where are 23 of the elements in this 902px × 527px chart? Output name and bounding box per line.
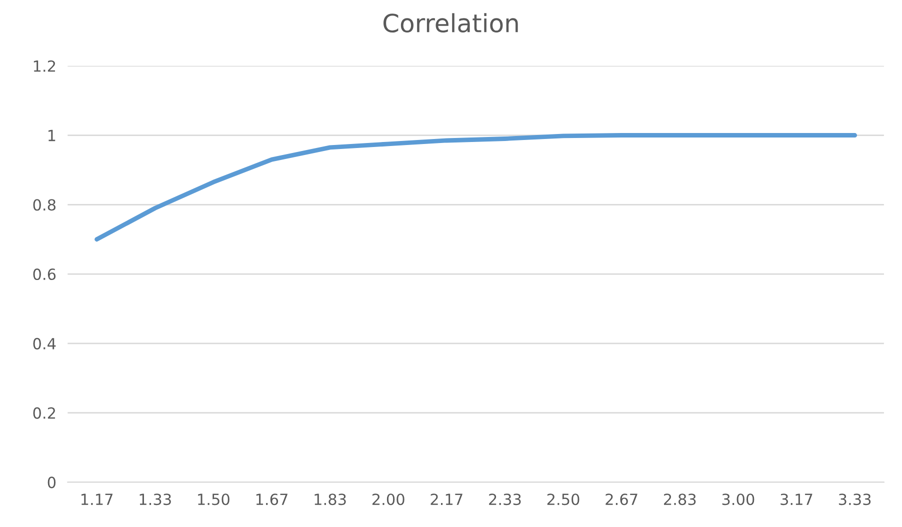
chart-title: Correlation (383, 13, 518, 33)
x-tick-label: 3.33 (838, 494, 871, 506)
y-tick-label: 0.2 (33, 407, 56, 419)
x-tick-label: 1.83 (314, 494, 346, 506)
y-tick-label: 0.6 (33, 268, 56, 280)
x-tick-label: 1.17 (81, 494, 113, 505)
x-tick-label: 2.83 (664, 494, 696, 506)
y-tick-label: 0.8 (33, 199, 56, 211)
x-tick-label: 2.67 (606, 494, 638, 506)
x-tick-label: 1.67 (256, 494, 288, 506)
y-tick-label: 1 (48, 130, 56, 142)
y-tick-label: 0 (48, 476, 56, 488)
y-tick-label: 0.4 (33, 338, 56, 350)
x-tick-label: 2.17 (430, 494, 462, 505)
x-tick-label: 2.50 (547, 494, 580, 506)
x-tick-label: 2.33 (489, 494, 521, 506)
line-series (94, 133, 858, 242)
x-tick-label: 2.00 (372, 494, 404, 506)
x-tick-label: 3.00 (722, 494, 754, 506)
x-tick-label: 3.17 (780, 494, 812, 506)
x-tick-label: 1.33 (140, 494, 171, 506)
y-tick-label: 1.2 (34, 60, 56, 72)
x-tick-label: 1.50 (198, 494, 230, 506)
